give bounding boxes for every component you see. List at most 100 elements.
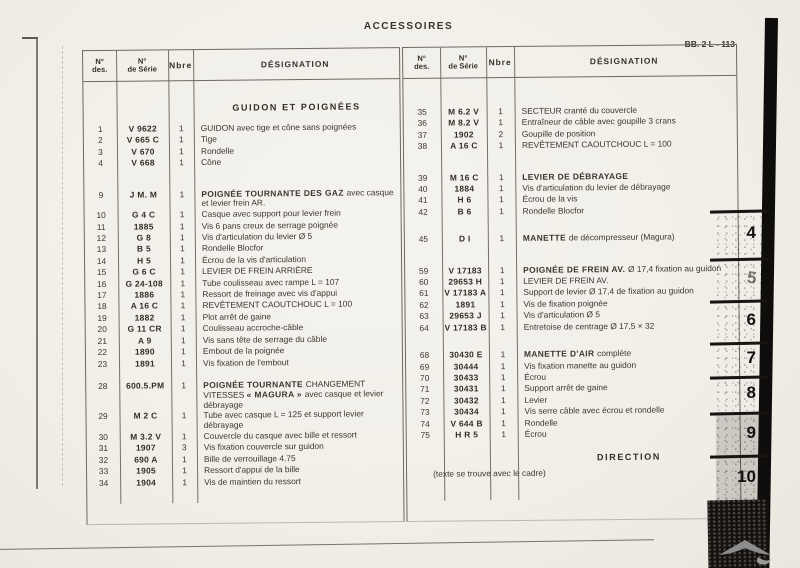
cell-serie: 1884 <box>454 183 475 194</box>
table-gap <box>403 76 736 107</box>
cell-nbre: 1 <box>178 134 184 145</box>
cell-des: 30 <box>98 431 108 442</box>
column-header: Nbre <box>168 50 193 80</box>
cell-serie: 30444 <box>453 360 479 372</box>
designation-text: SECTEUR cranté du couvercle <box>521 104 638 116</box>
column-header-label: Nbre <box>169 59 193 71</box>
cell-des: 36 <box>417 118 427 129</box>
cell-designation: Rondelle Blocfor <box>516 204 736 217</box>
tab-number: 8 <box>746 383 756 403</box>
table-row: 28 600.5.PM 1 POIGNÉE TOURNANTE CHANGEMENT … <box>86 378 402 411</box>
column-header: Nbre <box>486 47 514 77</box>
cell-nbre: 1 <box>500 360 506 371</box>
cell-serie: 690 A <box>134 454 158 465</box>
cell-des: 72 <box>420 395 430 406</box>
tab-number: 9 <box>746 422 756 442</box>
cell-nbre: 1 <box>500 321 506 332</box>
cell-serie: 30433 <box>453 372 479 383</box>
designation-text: REVÊTEMENT CAOUTCHOUC L = 100 <box>521 138 672 151</box>
cell-nbre: 1 <box>499 264 505 275</box>
cell-serie: 29653 J <box>449 310 482 321</box>
cell-serie: A 16 C <box>130 300 159 312</box>
designation-text: Ressort d'appui de la bille <box>204 464 300 476</box>
column-header-label: de Série <box>448 61 479 71</box>
cell-des: 18 <box>97 301 107 312</box>
cell-nbre: 1 <box>180 323 186 334</box>
designation-text: Vis fixation manette au guidon <box>524 359 637 371</box>
side-tab-4: 4 <box>709 209 769 258</box>
cell-des: 15 <box>96 267 107 278</box>
designation-text: Support de levier Ø 17,4 de fixation au … <box>523 285 694 298</box>
cell-des: 71 <box>420 384 430 395</box>
parts-table-right: N° des. N° de Série Nbre DÉSIGNATION 35 M 6.2 V… <box>402 43 742 523</box>
column-header-label: DÉSIGNATION <box>589 55 659 67</box>
column-header: N° des. <box>403 48 440 78</box>
cell-serie: 1904 <box>136 476 157 488</box>
cell-designation: MANETTE de décompresseur (Magura) <box>516 231 736 244</box>
cell-serie: V 17183 B <box>444 321 487 333</box>
table-gap <box>83 79 399 103</box>
cell-serie: J M. M <box>129 189 158 200</box>
cell-nbre: 1 <box>499 233 505 244</box>
cell-serie: M 8.2 V <box>448 117 480 129</box>
cell-nbre: 1 <box>500 310 505 321</box>
cell-des: 38 <box>417 141 428 152</box>
side-tab-5: 5 <box>709 257 769 300</box>
designation-text: Vis fixation couvercle sur guidon <box>203 441 324 453</box>
section-note: (texte se trouve avec le cadre) <box>433 468 546 480</box>
cell-des: 74 <box>420 418 430 429</box>
cell-nbre: 1 <box>181 380 187 391</box>
cell-serie: B 5 <box>136 243 151 255</box>
designation-text: Tige <box>200 134 217 145</box>
cell-serie: H 6 <box>457 194 472 205</box>
cell-nbre: 1 <box>500 383 506 394</box>
cell-nbre: 1 <box>180 266 186 277</box>
designation-text: Entretoise de centrage Ø 17,5 × 32 <box>523 320 655 332</box>
cell-des: 37 <box>417 129 428 140</box>
cell-des: 39 <box>418 172 428 183</box>
table-body: GUIDON ET POIGNÉES 1 V 9622 1 GUIDON avec ti… <box>83 79 403 489</box>
cell-des: 22 <box>97 347 108 358</box>
side-tab-7: 7 <box>709 341 769 376</box>
cell-des: 34 <box>98 477 109 488</box>
scan-artifact-line <box>0 539 654 550</box>
tab-separator <box>709 341 769 346</box>
designation-text: Bille de verrouillage 4.75 <box>203 452 296 464</box>
section-title: DIRECTION <box>596 451 661 463</box>
cell-des: 1 <box>97 123 103 134</box>
cell-nbre: 1 <box>178 123 184 134</box>
designation-text: de décompresseur (Magura) <box>568 231 675 243</box>
column-header-label: de Série <box>127 64 158 74</box>
column-header: N° de Série <box>116 50 168 80</box>
designation-text: Rondelle Blocfor <box>522 205 585 216</box>
cell-des: 42 <box>418 206 428 217</box>
cell-serie: 30432 <box>453 395 479 406</box>
cell-des: 17 <box>97 289 107 301</box>
cell-des: 70 <box>419 372 430 383</box>
tab-number: 10 <box>737 466 756 486</box>
designation-text: Ø 17,4 fixation au guidon <box>627 262 722 274</box>
designation-text: LEVIER DE FREIN ARRIÈRE <box>202 265 313 277</box>
cell-designation: Vis fixation de l'embout <box>196 356 400 369</box>
column-header: DÉSIGNATION <box>193 48 397 80</box>
cell-nbre: 1 <box>181 410 187 421</box>
designation-text: Écrou de la vis d'articulation <box>201 253 307 265</box>
designation-text: Embout de la poignée <box>202 345 285 357</box>
cell-des: 16 <box>97 278 107 289</box>
cell-serie: 1891 <box>455 299 476 310</box>
cell-nbre: 1 <box>182 453 187 464</box>
page-fold-line <box>36 37 38 489</box>
cell-nbre: 2 <box>498 128 504 139</box>
cell-nbre: 1 <box>499 205 504 216</box>
cell-nbre: 1 <box>179 145 184 157</box>
tab-separator <box>709 299 769 304</box>
page-fold-dashed-line <box>62 46 63 486</box>
designation-text: POIGNÉE DE FREIN AV. <box>523 263 629 275</box>
cell-des: 45 <box>418 234 429 245</box>
cell-nbre: 1 <box>179 232 185 243</box>
cell-serie: 30431 <box>453 383 479 394</box>
cell-nbre: 1 <box>501 429 507 440</box>
designation-text: Vis d'articulation Ø 5 <box>523 309 601 321</box>
tab-separator <box>709 454 769 459</box>
